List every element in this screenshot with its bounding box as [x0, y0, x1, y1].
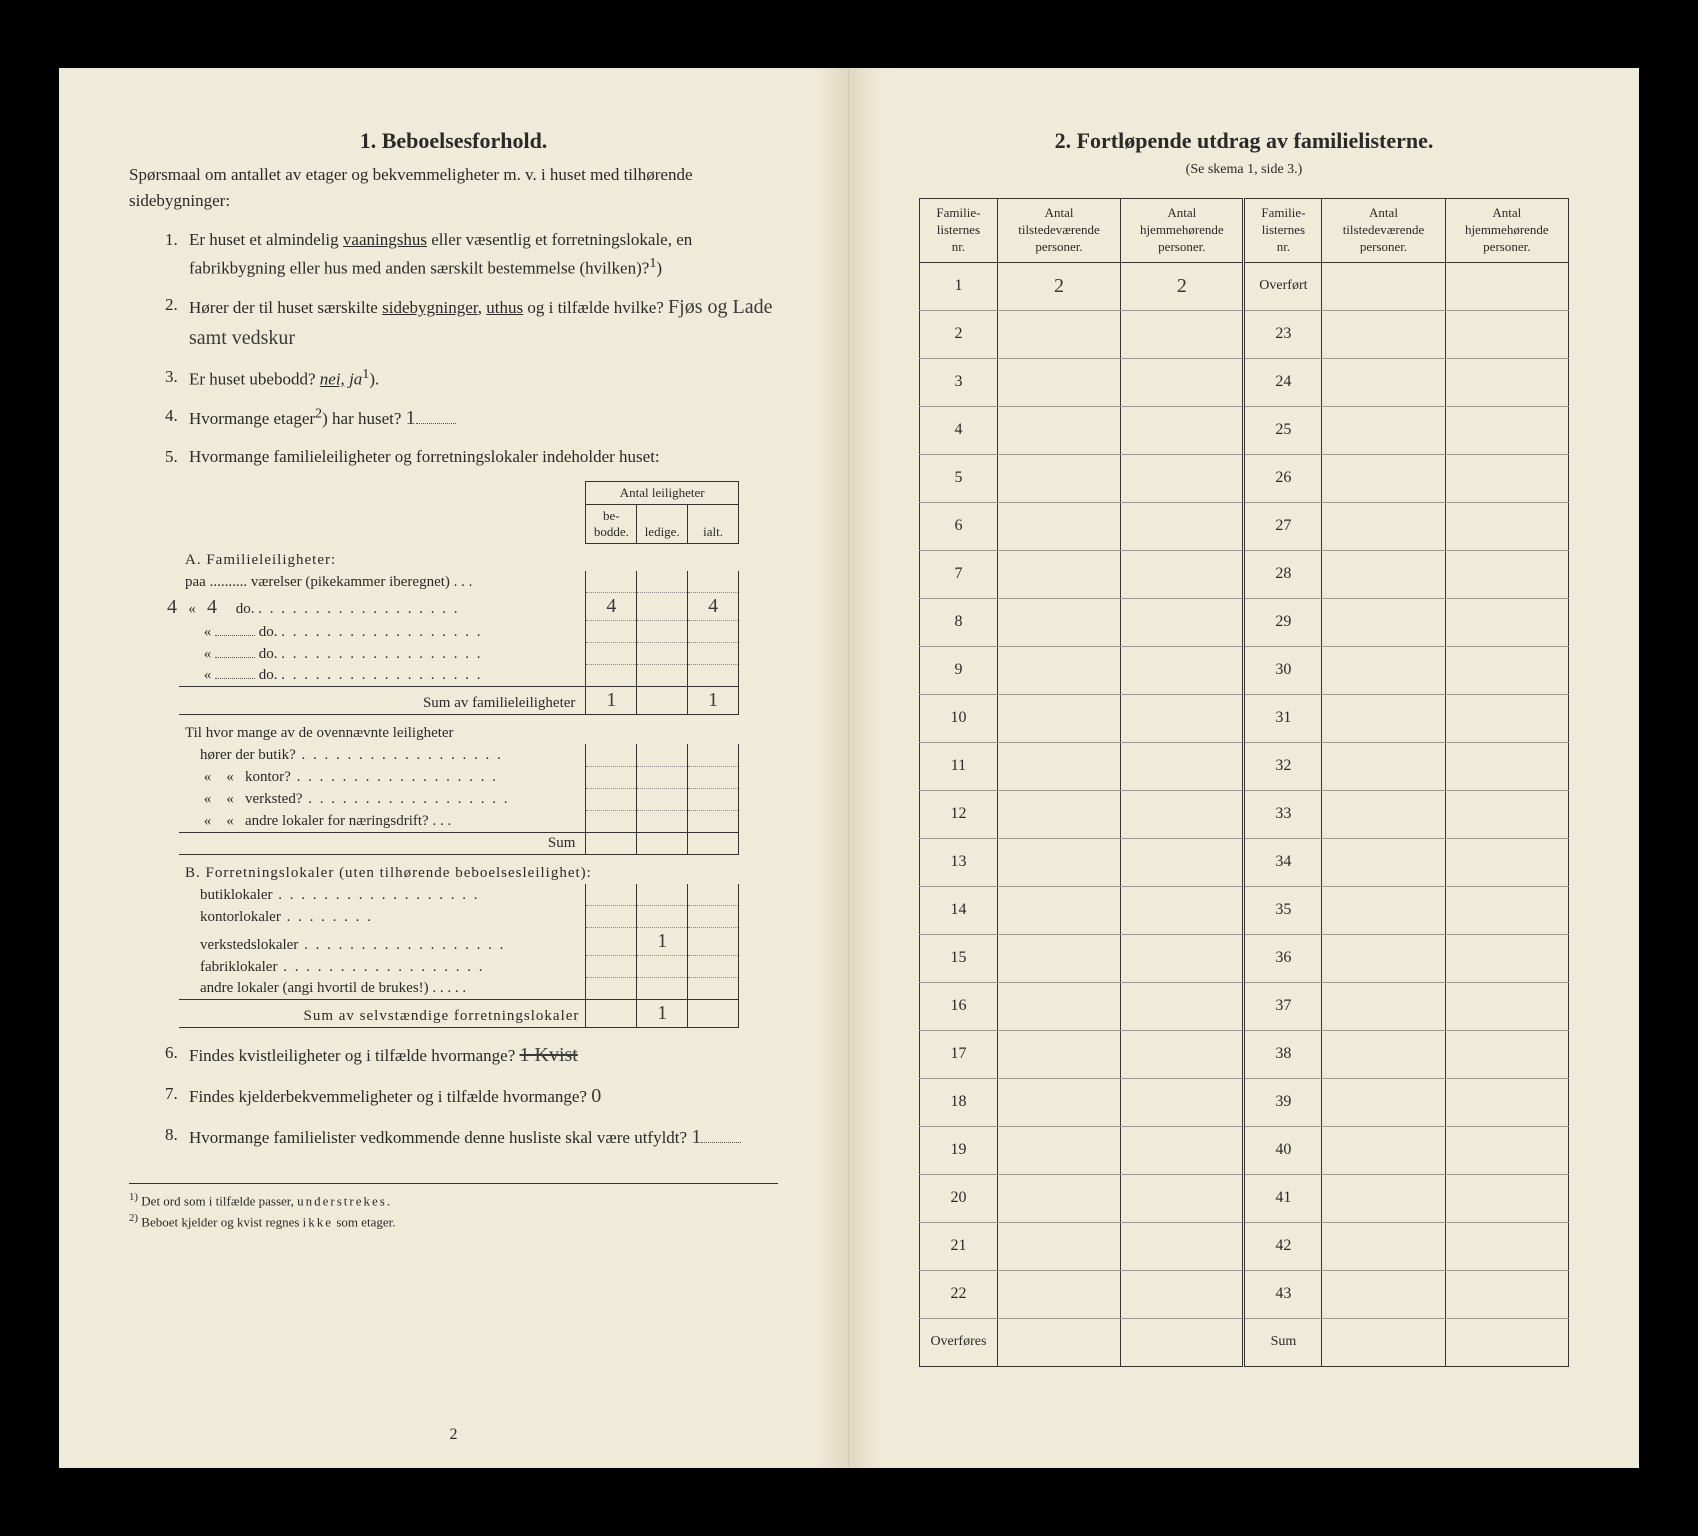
table-row: 1334 — [920, 838, 1569, 886]
table-row: « « verksted? — [179, 788, 739, 810]
page-number: 2 — [59, 1426, 848, 1444]
book-spread: 1. Beboelsesforhold. Spørsmaal om antall… — [59, 68, 1639, 1468]
table-row: 1031 — [920, 694, 1569, 742]
question-list-2: 6. Findes kvistleiligheter og i tilfælde… — [129, 1040, 778, 1153]
table-row: « « andre lokaler for næringsdrift? . . … — [179, 810, 739, 832]
table-row: « do. — [179, 643, 739, 665]
col-nr2: Familie- listernes nr. — [1244, 199, 1322, 263]
page-right: 2. Fortløpende utdrag av familielisterne… — [849, 68, 1639, 1468]
table-row: 223 — [920, 310, 1569, 358]
table-row: 2243 — [920, 1270, 1569, 1318]
q3: 3. Er huset ubebodd? nei, ja1). — [165, 364, 778, 393]
table-row: paa .......... værelser (pikekammer iber… — [179, 571, 739, 593]
left-title: 1. Beboelsesforhold. — [129, 128, 778, 154]
col-tilst2: Antal tilstedeværende personer. — [1322, 199, 1445, 263]
apartment-table: Antal leiligheter be- bodde. ledige. ial… — [179, 481, 739, 1029]
sum-row: Sum av familieleiligheter 1 1 — [179, 687, 739, 715]
table-row: 1132 — [920, 742, 1569, 790]
table-row: 1940 — [920, 1126, 1569, 1174]
right-subtitle: (Se skema 1, side 3.) — [919, 162, 1569, 178]
table-row: 2041 — [920, 1174, 1569, 1222]
table-row: 1738 — [920, 1030, 1569, 1078]
sum-row: Sum av selvstændige forretningslokaler1 — [179, 1000, 739, 1028]
q8: 8. Hvormange familielister vedkommende d… — [165, 1122, 778, 1153]
table-row: 4 « 4 do. 4 4 — [179, 593, 739, 621]
table-row: 829 — [920, 598, 1569, 646]
table-row: 1637 — [920, 982, 1569, 1030]
q4: 4. Hvormange etager2) har huset? 1 — [165, 403, 778, 434]
intro-text: Spørsmaal om antallet av etager og bekve… — [129, 162, 778, 213]
table-row: 1839 — [920, 1078, 1569, 1126]
table-row: 425 — [920, 406, 1569, 454]
q7: 7. Findes kjelderbekvemmeligheter og i t… — [165, 1081, 778, 1112]
table-row: 2142 — [920, 1222, 1569, 1270]
q2-handwriting: Fjøs og Lade samt vedskur — [189, 296, 772, 349]
question-list: 1. Er huset et almindelig vaaningshus el… — [129, 227, 778, 471]
sum-row: Sum — [179, 832, 739, 854]
table-row: fabriklokaler — [179, 956, 739, 978]
family-extract-table: Familie- listernes nr. Antal tilstedevær… — [919, 198, 1569, 1367]
col-nr: Familie- listernes nr. — [920, 199, 998, 263]
col-tilst: Antal tilstedeværende personer. — [997, 199, 1120, 263]
table-row: butiklokaler — [179, 884, 739, 906]
col-hjem2: Antal hjemmehørende personer. — [1445, 199, 1568, 263]
footnotes: 1) Det ord som i tilfælde passer, unders… — [129, 1183, 778, 1231]
table-row: 1233 — [920, 790, 1569, 838]
table-row: andre lokaler (angi hvortil de brukes!) … — [179, 978, 739, 1000]
table-row: 122Overført — [920, 262, 1569, 310]
table-row: « do. — [179, 665, 739, 687]
q7-handwriting: 0 — [591, 1085, 601, 1107]
table-row: 627 — [920, 502, 1569, 550]
table-row: kontorlokaler — [179, 906, 739, 928]
table-row: 324 — [920, 358, 1569, 406]
table-row: « do. — [179, 621, 739, 643]
table-row: 1435 — [920, 886, 1569, 934]
table-row: hører der butik? — [179, 744, 739, 766]
table-row: verkstedslokaler1 — [179, 928, 739, 956]
page-left: 1. Beboelsesforhold. Spørsmaal om antall… — [59, 68, 849, 1468]
q1: 1. Er huset et almindelig vaaningshus el… — [165, 227, 778, 282]
q5: 5. Hvormange familieleiligheter og forre… — [165, 444, 778, 470]
table-row: 728 — [920, 550, 1569, 598]
q6: 6. Findes kvistleiligheter og i tilfælde… — [165, 1040, 778, 1071]
right-title: 2. Fortløpende utdrag av familielisterne… — [919, 128, 1569, 154]
q6-handwriting: 1 Kvist — [520, 1044, 578, 1066]
table-row: 526 — [920, 454, 1569, 502]
sum-row: OverføresSum — [920, 1318, 1569, 1366]
q2: 2. Hører der til huset særskilte sidebyg… — [165, 292, 778, 354]
table-row: « « kontor? — [179, 766, 739, 788]
col-hjem: Antal hjemmehørende personer. — [1121, 199, 1244, 263]
table-row: 1536 — [920, 934, 1569, 982]
table-row: 930 — [920, 646, 1569, 694]
q4-handwriting: 1 — [406, 407, 416, 429]
q8-handwriting: 1 — [691, 1126, 701, 1148]
